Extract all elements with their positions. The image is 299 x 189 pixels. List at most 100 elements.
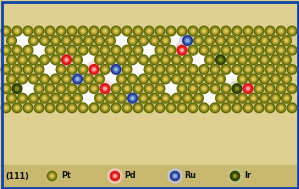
- Circle shape: [200, 66, 208, 73]
- Circle shape: [261, 56, 268, 63]
- Circle shape: [183, 55, 192, 65]
- Circle shape: [221, 84, 231, 93]
- Circle shape: [159, 30, 161, 32]
- Circle shape: [158, 106, 162, 110]
- Circle shape: [274, 97, 277, 99]
- Circle shape: [44, 59, 45, 61]
- Circle shape: [167, 47, 175, 54]
- Circle shape: [276, 45, 286, 55]
- Circle shape: [162, 75, 169, 83]
- Circle shape: [50, 174, 54, 178]
- Circle shape: [49, 107, 51, 109]
- Circle shape: [123, 85, 131, 92]
- Circle shape: [191, 86, 195, 91]
- Circle shape: [265, 26, 275, 36]
- Circle shape: [8, 95, 15, 102]
- Circle shape: [251, 96, 256, 100]
- Circle shape: [122, 65, 132, 74]
- Circle shape: [208, 40, 210, 42]
- Circle shape: [112, 27, 120, 35]
- Circle shape: [130, 77, 135, 81]
- Circle shape: [205, 55, 214, 65]
- Circle shape: [64, 38, 69, 43]
- Circle shape: [126, 88, 128, 90]
- Circle shape: [64, 77, 69, 81]
- Circle shape: [119, 58, 124, 62]
- Circle shape: [12, 26, 22, 36]
- Circle shape: [234, 66, 241, 73]
- Circle shape: [282, 74, 291, 84]
- Circle shape: [67, 103, 77, 113]
- Circle shape: [263, 78, 266, 80]
- Circle shape: [92, 29, 96, 33]
- Circle shape: [90, 27, 97, 35]
- Circle shape: [144, 26, 154, 36]
- Circle shape: [143, 59, 144, 61]
- Circle shape: [225, 107, 227, 109]
- Circle shape: [106, 55, 115, 65]
- Circle shape: [113, 66, 119, 73]
- Circle shape: [56, 84, 66, 93]
- Circle shape: [232, 45, 242, 55]
- Circle shape: [289, 47, 296, 54]
- Circle shape: [31, 96, 36, 100]
- Circle shape: [111, 65, 121, 74]
- Circle shape: [151, 56, 158, 63]
- Circle shape: [42, 96, 47, 100]
- Circle shape: [219, 40, 222, 42]
- Circle shape: [86, 77, 91, 81]
- Circle shape: [177, 84, 187, 93]
- Circle shape: [65, 40, 68, 42]
- Circle shape: [282, 55, 291, 65]
- Circle shape: [200, 47, 208, 54]
- Circle shape: [221, 103, 231, 113]
- Circle shape: [1, 103, 11, 113]
- Circle shape: [242, 40, 243, 42]
- Circle shape: [287, 65, 297, 74]
- Circle shape: [247, 30, 249, 32]
- Circle shape: [104, 49, 106, 51]
- Text: Pt: Pt: [61, 171, 71, 180]
- Circle shape: [2, 66, 10, 73]
- Circle shape: [68, 47, 76, 54]
- Circle shape: [214, 68, 216, 70]
- Circle shape: [203, 30, 205, 32]
- Circle shape: [90, 104, 97, 111]
- Circle shape: [73, 55, 82, 65]
- Circle shape: [255, 85, 263, 92]
- Circle shape: [194, 74, 203, 84]
- Circle shape: [210, 45, 220, 55]
- Circle shape: [261, 75, 268, 83]
- Circle shape: [180, 86, 184, 91]
- Circle shape: [228, 56, 235, 63]
- Circle shape: [263, 97, 266, 99]
- Circle shape: [114, 106, 118, 110]
- Circle shape: [216, 36, 225, 45]
- Circle shape: [150, 55, 159, 65]
- Circle shape: [57, 104, 65, 111]
- Circle shape: [262, 38, 267, 43]
- Circle shape: [65, 97, 68, 99]
- Circle shape: [45, 45, 55, 55]
- Circle shape: [156, 104, 164, 111]
- Circle shape: [229, 38, 234, 43]
- Circle shape: [243, 45, 253, 55]
- Circle shape: [260, 55, 269, 65]
- Circle shape: [155, 45, 165, 55]
- Circle shape: [161, 74, 170, 84]
- Circle shape: [122, 84, 132, 93]
- Circle shape: [112, 85, 120, 92]
- Circle shape: [108, 96, 113, 100]
- Circle shape: [218, 77, 223, 81]
- Circle shape: [207, 38, 212, 43]
- Circle shape: [268, 67, 272, 72]
- Circle shape: [70, 48, 74, 52]
- Circle shape: [49, 173, 55, 179]
- Circle shape: [74, 76, 81, 82]
- Circle shape: [210, 84, 220, 93]
- Circle shape: [27, 49, 29, 51]
- Circle shape: [125, 48, 129, 52]
- Circle shape: [181, 30, 183, 32]
- Circle shape: [277, 27, 285, 35]
- Circle shape: [283, 75, 290, 83]
